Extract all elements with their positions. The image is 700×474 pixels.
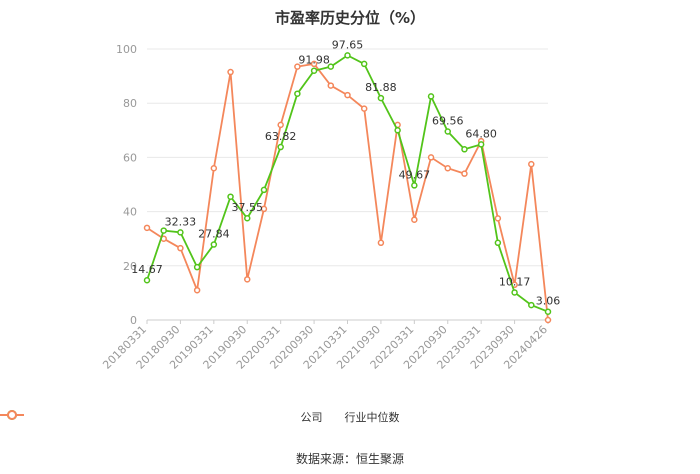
series-0-point bbox=[411, 182, 418, 189]
data-source-note: 数据来源：恒生聚源 bbox=[295, 452, 404, 466]
series-1-point bbox=[277, 121, 284, 129]
series-0-point bbox=[310, 67, 318, 74]
y-tick-label: 80 bbox=[123, 97, 137, 110]
series-1-point bbox=[143, 224, 151, 232]
data-label: 32.33 bbox=[165, 215, 197, 228]
data-label: 64.80 bbox=[465, 127, 497, 140]
data-label: 37.55 bbox=[232, 201, 264, 214]
series-0-point bbox=[528, 301, 535, 309]
series-0-point bbox=[344, 52, 351, 59]
data-label: 91.98 bbox=[298, 54, 330, 67]
y-tick-label: 40 bbox=[123, 206, 137, 219]
series-0-point bbox=[377, 94, 385, 102]
series-1-point bbox=[244, 276, 251, 283]
series-0-point bbox=[193, 263, 201, 271]
series-0-point bbox=[394, 127, 401, 134]
series-1-point bbox=[411, 216, 418, 223]
series-0-point bbox=[327, 63, 335, 70]
series-0-point bbox=[494, 239, 502, 247]
data-label: 97.65 bbox=[332, 38, 364, 51]
series-1-point bbox=[360, 105, 368, 112]
series-0-point bbox=[227, 193, 234, 200]
data-label: 69.56 bbox=[432, 114, 464, 127]
series-1-point bbox=[444, 164, 451, 172]
series-0-point bbox=[260, 186, 268, 194]
data-label: 81.88 bbox=[365, 81, 397, 94]
series-0-point bbox=[511, 289, 518, 296]
series-1-point bbox=[427, 154, 435, 161]
series-line-1 bbox=[146, 62, 549, 321]
legend-item-industry-median[interactable]: 行业中位数 bbox=[0, 409, 400, 425]
series-0-point bbox=[444, 128, 451, 135]
data-label: 10.17 bbox=[499, 275, 531, 288]
series-0-point bbox=[177, 229, 184, 236]
data-label: 49.67 bbox=[399, 168, 431, 181]
series-0-point bbox=[461, 146, 468, 153]
chart-legend: 公司 行业中位数 bbox=[0, 409, 700, 425]
series-1-point bbox=[528, 160, 535, 168]
y-tick-label: 0 bbox=[130, 314, 137, 327]
series-1-point bbox=[210, 164, 218, 172]
data-label: 27.84 bbox=[198, 228, 230, 241]
series-0-point bbox=[294, 90, 301, 97]
data-label: 14.67 bbox=[131, 263, 163, 276]
series-0-point bbox=[427, 93, 435, 100]
legend-item-company[interactable]: 公司 bbox=[0, 409, 323, 425]
series-0-point bbox=[477, 141, 485, 148]
series-0-point bbox=[210, 241, 218, 248]
series-1-point bbox=[377, 239, 385, 247]
data-label: 3.06 bbox=[536, 295, 561, 308]
series-0-point bbox=[544, 308, 552, 315]
legend-industry-label: 行业中位数 bbox=[344, 411, 400, 424]
legend-company-label: 公司 bbox=[300, 411, 323, 424]
y-tick-label: 60 bbox=[123, 151, 137, 164]
chart-title: 市盈率历史分位（%） bbox=[274, 9, 426, 27]
legend-industry-icon bbox=[0, 410, 24, 420]
series-0-point bbox=[160, 227, 167, 234]
series-1-point bbox=[193, 286, 201, 294]
series-0-point bbox=[360, 60, 368, 68]
series-1-point bbox=[294, 63, 301, 70]
series-1-point bbox=[260, 205, 268, 213]
series-1-point bbox=[494, 215, 502, 222]
y-tick-label: 20 bbox=[123, 260, 137, 273]
series-0-point bbox=[244, 214, 251, 222]
series-1-point bbox=[177, 244, 184, 252]
series-1-point bbox=[344, 91, 351, 99]
data-label: 63.82 bbox=[265, 130, 297, 143]
series-1-point bbox=[544, 316, 552, 324]
series-1-point bbox=[327, 82, 335, 89]
series-0-point bbox=[277, 143, 284, 151]
series-1-point bbox=[310, 60, 318, 68]
series-1-point bbox=[227, 68, 234, 76]
series-0-point bbox=[143, 276, 151, 284]
y-tick-label: 100 bbox=[116, 43, 137, 56]
series-1-point bbox=[461, 170, 468, 177]
